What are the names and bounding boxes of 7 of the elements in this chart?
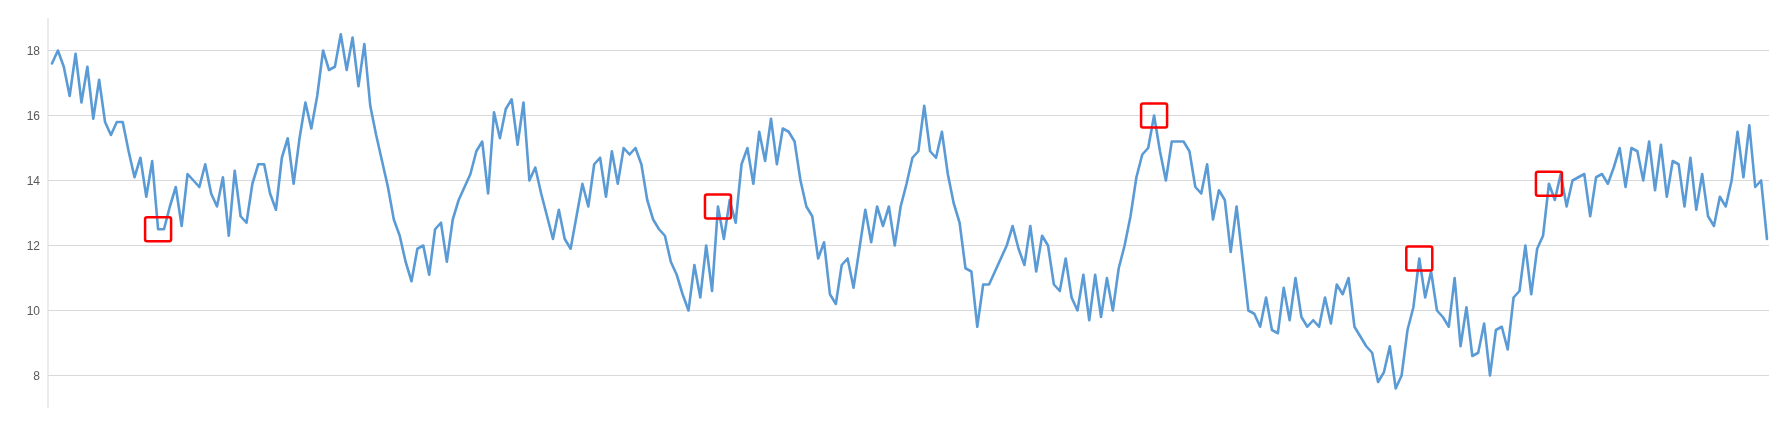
y-tick-label: 18 bbox=[26, 43, 41, 58]
y-tick-label: 14 bbox=[26, 173, 41, 188]
y-tick-label: 16 bbox=[26, 108, 41, 123]
y-tick-label: 10 bbox=[26, 303, 41, 318]
y-tick-label: 12 bbox=[26, 238, 41, 253]
y-tick-label: 8 bbox=[33, 368, 41, 383]
line-series bbox=[50, 32, 1769, 390]
